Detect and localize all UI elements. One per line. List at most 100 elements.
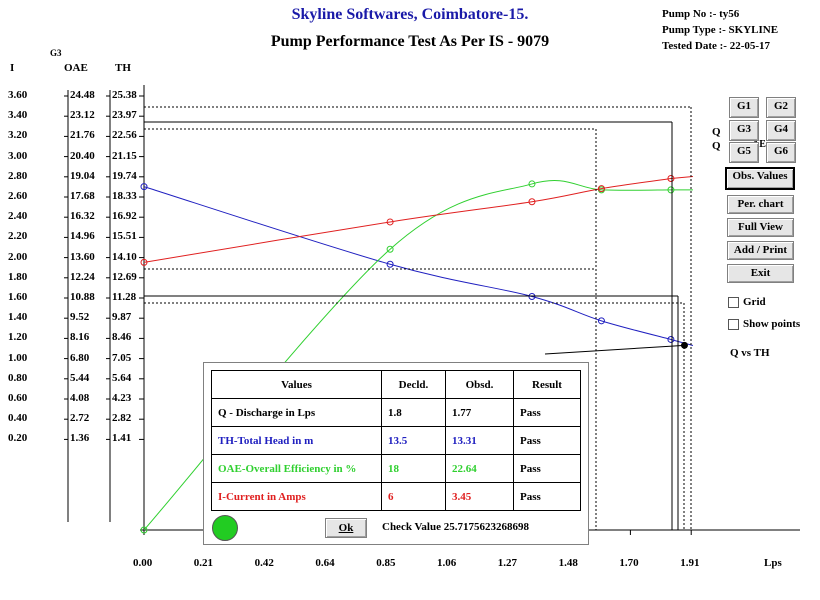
data-point-oae — [667, 186, 675, 194]
row-obsd: 1.77 — [445, 398, 514, 427]
i-tick-label: 2.20 — [8, 230, 28, 243]
th-tick-label: 19.74 — [112, 169, 137, 182]
header-decld: Decld. — [381, 370, 446, 399]
oae-tick-label: 1.36 — [70, 432, 90, 445]
obs-values-button[interactable]: Obs. Values — [725, 167, 795, 190]
i-tick-label: 2.80 — [8, 169, 28, 182]
i-tick-label: 3.60 — [8, 89, 28, 101]
row-decld: 6 — [381, 482, 446, 511]
i-tick-label: 0.20 — [8, 432, 28, 445]
oae-tick-label: 24.48 — [70, 89, 95, 101]
exit-button[interactable]: Exit — [727, 264, 794, 283]
i-tick-label: 0.40 — [8, 412, 28, 425]
th-tick-label: 8.46 — [112, 331, 132, 344]
i-tick-label: 1.00 — [8, 351, 28, 364]
oae-tick-label: 17.68 — [70, 190, 95, 202]
oae-tick-label: 16.32 — [70, 210, 95, 223]
x-tick-label: 0.64 — [315, 557, 335, 569]
ok-button[interactable]: Ok — [325, 518, 367, 538]
header-obsd: Obsd. — [445, 370, 514, 399]
oae-tick-label: 21.76 — [70, 129, 95, 142]
q-vs-th-label: Q vs TH — [730, 347, 770, 359]
data-point-i — [528, 198, 536, 206]
grid-checkbox-label: Grid — [743, 296, 766, 308]
th-tick-label: 14.10 — [112, 250, 137, 263]
axis-head-g3: G3 — [50, 48, 62, 58]
x-tick-label: 1.70 — [619, 557, 639, 569]
i-tick-label: 1.20 — [8, 331, 28, 344]
row-decld: 1.8 — [381, 398, 446, 427]
oae-tick-label: 8.16 — [70, 331, 90, 344]
row-label: OAE-Overall Efficiency in % — [211, 454, 382, 483]
full-view-button[interactable]: Full View — [727, 218, 794, 237]
add-print-button[interactable]: Add / Print — [727, 241, 794, 260]
tested-date: Tested Date :- 22-05-17 — [662, 40, 771, 52]
i-tick-label: 2.40 — [8, 210, 28, 223]
company-title: Skyline Softwares, Coimbatore-15. — [291, 6, 529, 23]
grid-checkbox-box[interactable] — [728, 296, 739, 308]
g4-button[interactable]: G4 — [766, 120, 796, 141]
th-tick-label: 18.33 — [112, 190, 137, 202]
oae-tick-label: 9.52 — [70, 311, 90, 324]
row-result: Pass — [513, 454, 581, 483]
th-tick-label: 15.51 — [112, 230, 137, 243]
x-tick-label: 1.91 — [680, 557, 700, 569]
table-row: OAE-Overall Efficiency in % 18 22.64 Pas… — [211, 454, 581, 483]
th-tick-label: 9.87 — [112, 311, 132, 324]
table-row: TH-Total Head in m 13.5 13.31 Pass — [211, 426, 581, 455]
show-points-checkbox[interactable]: Show points — [728, 318, 800, 330]
i-tick-label: 1.60 — [8, 291, 28, 303]
row-label: TH-Total Head in m — [211, 426, 382, 455]
oae-tick-label: 5.44 — [70, 371, 90, 384]
th-tick-label: 23.97 — [112, 109, 137, 122]
g3-button[interactable]: G3 — [729, 120, 759, 141]
g5-button[interactable]: G5 — [729, 142, 759, 163]
row-obsd: 3.45 — [445, 482, 514, 511]
axis-head-i: I — [10, 62, 15, 74]
oae-tick-label: 13.60 — [70, 250, 95, 263]
th-tick-label: 25.38 — [112, 89, 137, 101]
data-point-oae — [386, 245, 394, 253]
show-points-checkbox-box[interactable] — [728, 318, 739, 330]
i-tick-label: 1.80 — [8, 270, 28, 283]
oae-tick-label: 6.80 — [70, 351, 90, 364]
x-tick-label: 0.21 — [193, 557, 214, 569]
side-label-q1: Q — [712, 126, 721, 138]
pump-no: Pump No :- ty56 — [662, 8, 740, 20]
data-point-i — [597, 185, 605, 193]
ok-button-label: Ok — [338, 522, 354, 534]
i-tick-label: 1.40 — [8, 311, 28, 324]
i-tick-label: 2.60 — [8, 190, 28, 202]
g1-button[interactable]: G1 — [729, 97, 759, 118]
g2-button[interactable]: G2 — [766, 97, 796, 118]
axis-head-th: TH — [115, 62, 131, 74]
series-line-i — [143, 176, 693, 263]
table-header-row: Values Decld. Obsd. Result — [211, 370, 581, 399]
th-tick-label: 22.56 — [112, 129, 137, 142]
g6-button[interactable]: G6 — [766, 142, 796, 163]
grid-checkbox[interactable]: Grid — [728, 296, 766, 308]
row-label: I-Current in Amps — [211, 482, 382, 511]
page-title: Pump Performance Test As Per IS - 9079 — [270, 33, 550, 50]
result-table: Values Decld. Obsd. Result Q - Discharge… — [211, 370, 581, 511]
per-chart-button[interactable]: Per. chart — [727, 195, 794, 214]
th-tick-label: 21.15 — [112, 149, 137, 162]
row-decld: 13.5 — [381, 426, 446, 455]
data-point-oae — [528, 180, 536, 188]
x-tick-label: 1.48 — [558, 557, 578, 569]
data-point-th — [667, 335, 675, 343]
oae-tick-label: 19.04 — [70, 169, 95, 182]
header-result: Result — [513, 370, 581, 399]
oae-tick-label: 2.72 — [70, 412, 90, 425]
x-tick-label: 1.27 — [497, 557, 518, 569]
row-obsd: 13.31 — [445, 426, 514, 455]
th-tick-label: 11.28 — [112, 291, 137, 303]
data-point-th — [597, 317, 605, 325]
table-row: Q - Discharge in Lps 1.8 1.77 Pass — [211, 398, 581, 427]
i-tick-label: 0.60 — [8, 392, 28, 404]
data-point-i — [140, 258, 148, 266]
axis-head-oae: OAE — [64, 62, 88, 74]
th-tick-label: 16.92 — [112, 210, 137, 223]
show-points-checkbox-label: Show points — [743, 318, 801, 330]
